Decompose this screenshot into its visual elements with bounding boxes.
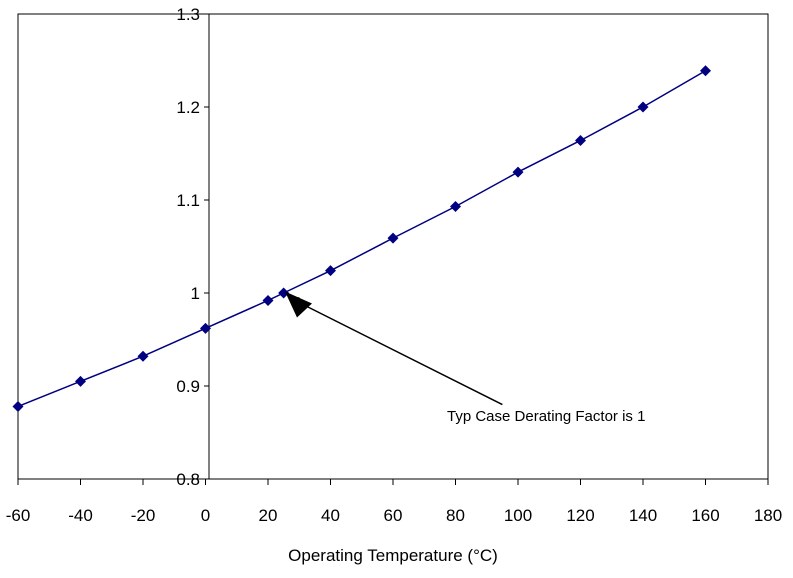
data-point-marker xyxy=(278,287,290,299)
x-axis: -60 -40 -20 0 20 40 60 80 100 120 140 160 180 xyxy=(6,479,782,525)
x-tick-label: -40 xyxy=(68,506,93,525)
y-tick-label: 1 xyxy=(191,284,200,303)
data-point-marker xyxy=(700,65,711,77)
x-tick-label: 80 xyxy=(446,506,465,525)
data-point-marker xyxy=(262,294,274,306)
y-tick-label: 1.2 xyxy=(176,98,200,117)
x-tick-label: -20 xyxy=(131,506,156,525)
y-axis: 0.8 0.9 1 1.1 1.2 1.3 xyxy=(176,5,210,489)
data-point-marker xyxy=(200,322,211,334)
data-point-marker xyxy=(387,232,399,244)
data-point-marker xyxy=(12,400,24,412)
x-tick-label: 60 xyxy=(384,506,403,525)
annotation-label: Typ Case Derating Factor is 1 xyxy=(447,408,645,425)
x-tick-label: 120 xyxy=(566,506,594,525)
annotation-arrowhead xyxy=(285,291,312,318)
data-point-marker xyxy=(575,134,586,146)
x-tick-label: -60 xyxy=(6,506,31,525)
series-layer xyxy=(12,65,711,412)
data-point-marker xyxy=(512,166,524,178)
x-tick-label: 100 xyxy=(504,506,532,525)
x-tick-label: 160 xyxy=(691,506,719,525)
annotation-layer: Typ Case Derating Factor is 1 xyxy=(285,291,645,425)
data-point-marker xyxy=(137,350,149,362)
data-point-marker xyxy=(637,101,649,113)
x-tick-label: 140 xyxy=(629,506,657,525)
x-tick-label: 40 xyxy=(321,506,340,525)
x-tick-label: 0 xyxy=(201,506,210,525)
data-point-marker xyxy=(450,201,461,213)
plot-area xyxy=(17,13,769,480)
data-point-marker xyxy=(325,265,336,277)
y-tick-label: 0.9 xyxy=(176,377,200,396)
x-tick-label: 180 xyxy=(754,506,782,525)
y-tick-label: 1.3 xyxy=(176,5,200,24)
data-point-marker xyxy=(75,375,86,387)
annotation-arrow xyxy=(288,297,503,406)
x-axis-title: Operating Temperature (°C) xyxy=(288,546,498,565)
y-tick-label: 0.8 xyxy=(176,470,200,489)
y-tick-label: 1.1 xyxy=(176,191,200,210)
x-tick-label: 20 xyxy=(259,506,278,525)
